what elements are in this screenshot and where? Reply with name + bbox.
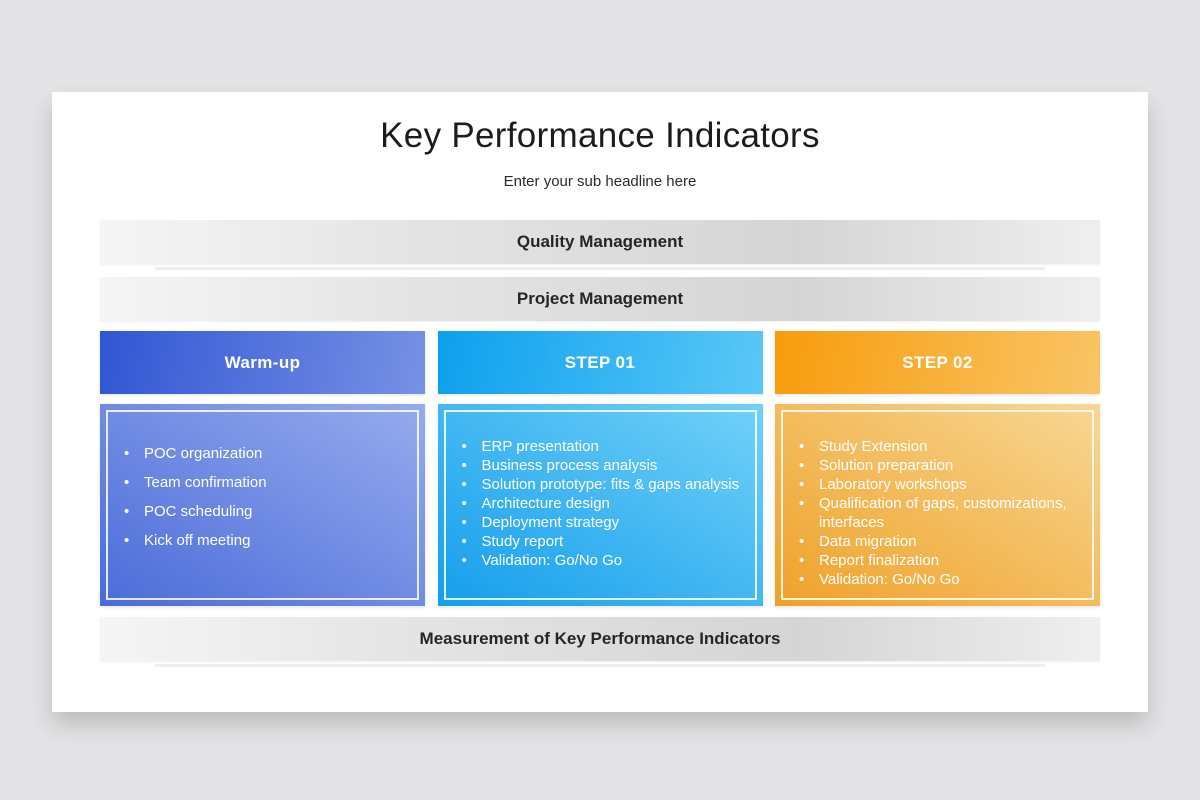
bullet-icon: • (461, 533, 467, 550)
column-header-warmup-label: Warm-up (224, 352, 301, 372)
warmup-list: • POC organization • Team confirmation • PO… (100, 444, 409, 550)
slide-card: Key Performance Indicators Enter your su… (52, 92, 1148, 712)
column-header-warmup: Warm-up (100, 331, 425, 394)
list-item: • Solution preparation (775, 456, 1084, 475)
list-item: • Solution prototype: fits & gaps analysi… (438, 475, 747, 494)
list-item-text: Study Extension (819, 438, 928, 455)
bullet-icon: • (799, 457, 805, 474)
list-item-text: Study report (481, 533, 564, 550)
list-item: • POC scheduling (100, 502, 409, 521)
bullet-icon: • (461, 552, 467, 569)
bullet-icon: • (461, 457, 467, 474)
bullet-icon: • (461, 438, 467, 455)
stacked-page-edge (155, 267, 1045, 270)
column-header-step01: STEP 01 (437, 331, 763, 394)
list-item-text: Laboratory workshops (819, 476, 967, 493)
list-item-text: ERP presentation (481, 438, 599, 455)
list-item-text: Report finalization (819, 552, 940, 569)
list-item: • Business process analysis (438, 456, 747, 475)
bullet-icon: • (799, 495, 805, 512)
column-bodies-row: • POC organization • Team confirmation • PO… (100, 404, 1100, 606)
list-item-text: Business process analysis (481, 457, 658, 474)
column-header-step02: STEP 02 (775, 331, 1100, 394)
step01-list: • ERP presentation • Business process anal… (438, 437, 747, 570)
bullet-icon: • (461, 514, 467, 531)
page-subtitle: Enter your sub headline here (503, 173, 697, 190)
bullet-icon: • (799, 533, 805, 550)
column-header-step02-label: STEP 02 (902, 352, 973, 372)
list-item-text: Validation: Go/No Go (819, 571, 960, 588)
quality-management-bar: Quality Management (100, 220, 1100, 264)
project-management-bar: Project Management (100, 277, 1100, 321)
list-item: • Data migration (775, 532, 1084, 551)
page-title: Key Performance Indicators (380, 116, 820, 155)
quality-management-label: Quality Management (516, 232, 684, 251)
list-item-text: Deployment strategy (481, 514, 620, 531)
list-item: • Laboratory workshops (775, 475, 1084, 494)
list-item: • Team confirmation (100, 473, 409, 492)
step02-list: • Study Extension • Solution preparation •… (775, 437, 1084, 589)
list-item-text: Solution preparation (819, 457, 954, 474)
list-item-text: POC organization (144, 445, 263, 462)
column-headers-row: Warm-up STEP 01 STEP 02 (100, 331, 1100, 394)
list-item: • Kick off meeting (100, 531, 409, 550)
bullet-icon: • (124, 474, 130, 491)
bullet-icon: • (799, 552, 805, 569)
bullet-icon: • (124, 503, 130, 520)
bullet-icon: • (799, 438, 805, 455)
list-item: • POC organization (100, 444, 409, 463)
list-item-text: Validation: Go/No Go (481, 552, 623, 569)
list-item-text: Data migration (819, 533, 917, 550)
list-item-text: Architecture design (481, 495, 610, 512)
list-item: • Validation: Go/No Go (775, 570, 1084, 589)
bullet-icon: • (124, 532, 130, 549)
stacked-page-edge (155, 664, 1045, 667)
bullet-icon: • (461, 495, 467, 512)
bullet-icon: • (799, 571, 805, 588)
list-item: • Report finalization (775, 551, 1084, 570)
list-item-text: POC scheduling (144, 503, 253, 520)
column-body-warmup: • POC organization • Team confirmation • PO… (100, 404, 425, 606)
list-item-text: Qualification of gaps, customizations, i… (819, 495, 1067, 531)
list-item-text: Kick off meeting (144, 532, 251, 549)
bullet-icon: • (461, 476, 467, 493)
measurement-label: Measurement of Key Performance Indicator… (419, 629, 781, 648)
list-item: • Architecture design (438, 494, 747, 513)
list-item: • ERP presentation (438, 437, 747, 456)
list-item: • Validation: Go/No Go (438, 551, 747, 570)
project-management-label: Project Management (516, 289, 684, 308)
list-item: • Study Extension (775, 437, 1084, 456)
column-body-step02: • Study Extension • Solution preparation •… (775, 404, 1100, 606)
measurement-bar: Measurement of Key Performance Indicator… (100, 617, 1100, 661)
list-item: • Qualification of gaps, customizations, … (775, 494, 1084, 532)
column-body-step01: • ERP presentation • Business process anal… (437, 404, 763, 606)
column-header-step01-label: STEP 01 (564, 352, 636, 372)
list-item-text: Team confirmation (144, 474, 267, 491)
list-item-text: Solution prototype: fits & gaps analysis (481, 476, 740, 493)
list-item: • Deployment strategy (438, 513, 747, 532)
bullet-icon: • (799, 476, 805, 493)
bullet-icon: • (124, 445, 130, 462)
list-item: • Study report (438, 532, 747, 551)
